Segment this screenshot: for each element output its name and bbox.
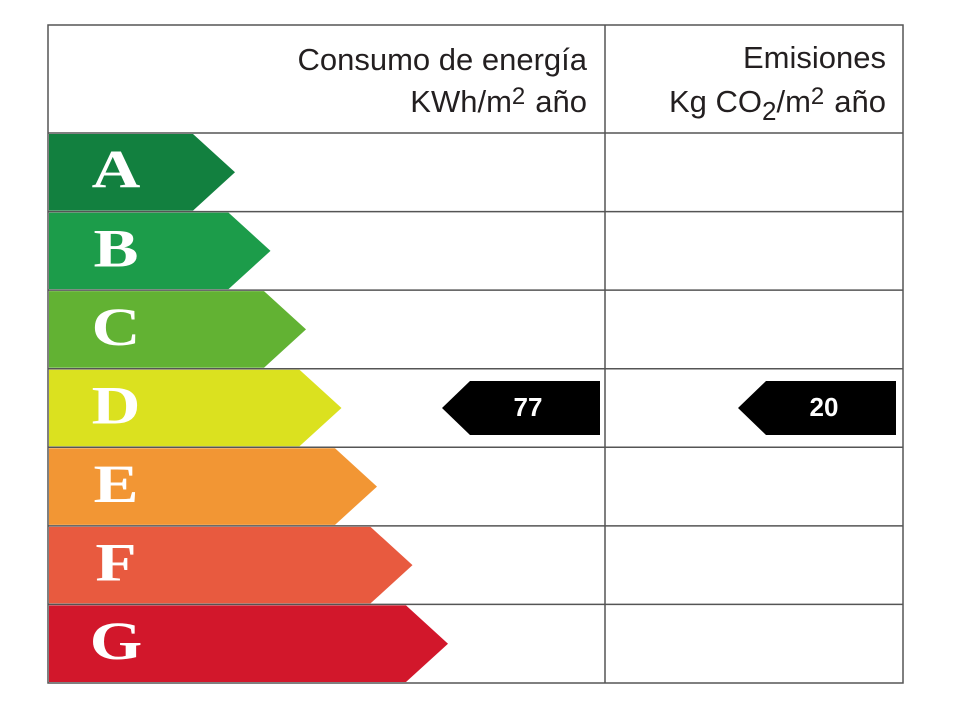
class-letter: F <box>95 534 136 593</box>
class-arrow <box>49 526 413 604</box>
value-label: 20 <box>810 392 839 422</box>
value-arrow <box>442 381 600 435</box>
class-arrow <box>49 291 306 368</box>
class-letter: B <box>93 219 138 278</box>
class-letter: A <box>92 141 141 200</box>
unit-exp: 2 <box>811 83 824 110</box>
energy-title: Consumo de energía <box>297 42 587 77</box>
energy-unit: KWh/m2 año <box>410 83 587 119</box>
class-letter: C <box>92 298 141 357</box>
class-arrow <box>49 134 235 211</box>
value-label: 77 <box>514 392 543 422</box>
class-letter: D <box>92 377 141 436</box>
emissions-unit: Kg CO2/m2 año <box>669 83 886 126</box>
class-arrow <box>49 212 271 290</box>
emissions-title: Emisiones <box>743 40 886 75</box>
unit-mid: /m <box>776 84 810 119</box>
table-frame <box>47 24 904 684</box>
unit-exp: 2 <box>512 83 525 110</box>
class-arrow <box>49 369 342 447</box>
unit-base: KWh/m <box>410 84 512 119</box>
unit-sub: 2 <box>762 96 776 126</box>
unit-rest: año <box>834 84 886 119</box>
class-arrow <box>49 605 448 682</box>
value-arrow <box>738 381 896 435</box>
class-arrow <box>49 448 377 525</box>
unit-rest: año <box>535 84 587 119</box>
class-letter: G <box>90 612 143 671</box>
class-letter: E <box>93 455 138 514</box>
unit-base: Kg CO <box>669 84 762 119</box>
